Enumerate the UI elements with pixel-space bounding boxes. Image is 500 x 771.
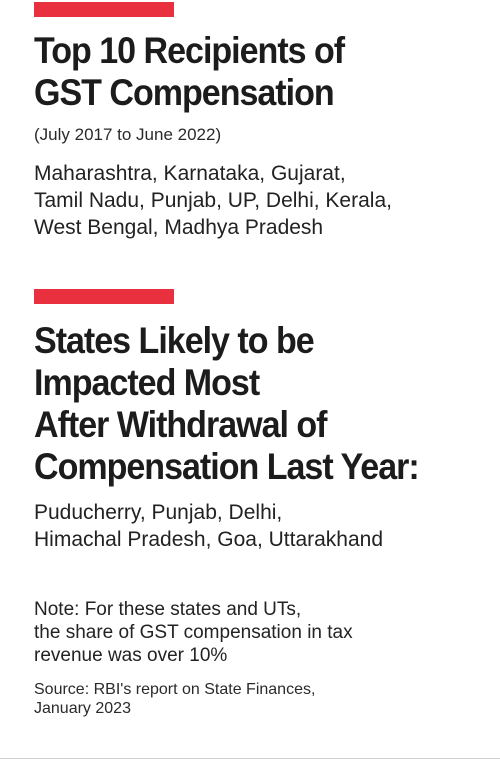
accent-bar: [34, 2, 174, 17]
footnote: Note: For these states and UTs, the shar…: [34, 599, 353, 666]
section-heading-top-recipients: Top 10 Recipients of GST Compensation: [34, 30, 345, 113]
section-heading-impacted-states: States Likely to be Impacted Most After …: [34, 320, 420, 487]
impacted-states-list: Puducherry, Punjab, Delhi, Himachal Prad…: [34, 501, 384, 551]
divider: [0, 758, 500, 759]
period-subtitle: (July 2017 to June 2022): [34, 125, 222, 144]
accent-bar: [34, 289, 174, 304]
top-recipients-list: Maharashtra, Karnataka, Gujarat, Tamil N…: [34, 162, 392, 239]
source-citation: Source: RBI's report on State Finances, …: [34, 681, 316, 717]
